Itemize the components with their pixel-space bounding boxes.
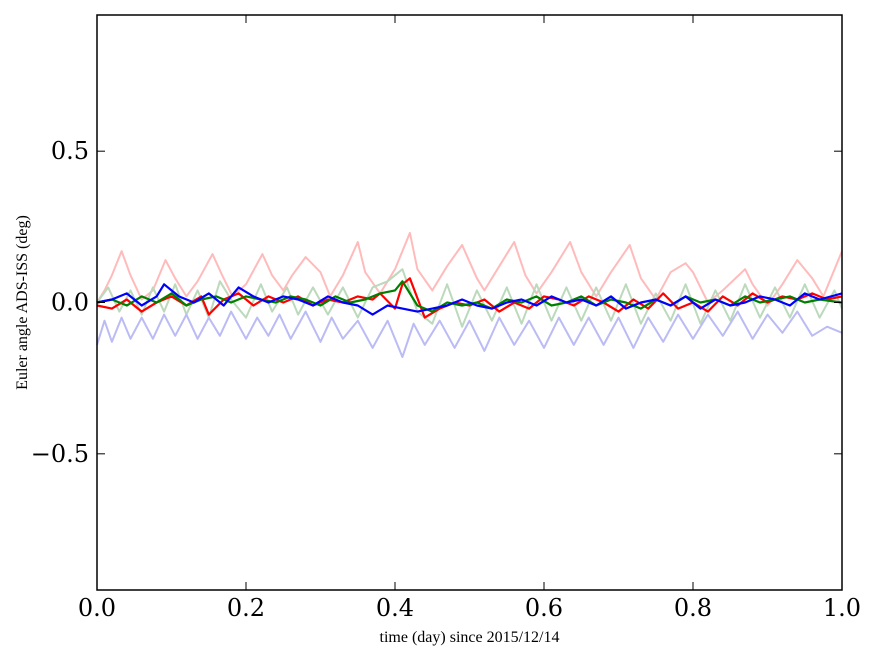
y-tick-label: 0.5 — [51, 137, 89, 165]
x-tick-label: 0.4 — [376, 594, 414, 622]
series-line-2 — [96, 268, 843, 328]
series-line-6 — [96, 283, 843, 316]
x-tick-label: 1.0 — [823, 594, 861, 622]
x-tick-label: 0.2 — [227, 594, 265, 622]
x-axis-label: time (day) since 2015/12/14 — [380, 629, 560, 646]
y-axis-label: Euler angle ADS-ISS (deg) — [14, 215, 31, 390]
x-tick-label: 0.8 — [674, 594, 712, 622]
tick-layer: 0.0 0.2 0.4 0.6 0.8 1.0 0.5 0.0 −0.5 — [31, 15, 861, 622]
series-line-3 — [96, 310, 843, 358]
series-line-1 — [96, 231, 843, 307]
x-tick-label: 0.0 — [78, 594, 116, 622]
series-layer — [96, 231, 843, 358]
series-line-5 — [96, 280, 843, 313]
x-tick-label: 0.6 — [525, 594, 563, 622]
y-tick-label: −0.5 — [31, 440, 89, 468]
y-tick-label: 0.0 — [51, 289, 89, 317]
